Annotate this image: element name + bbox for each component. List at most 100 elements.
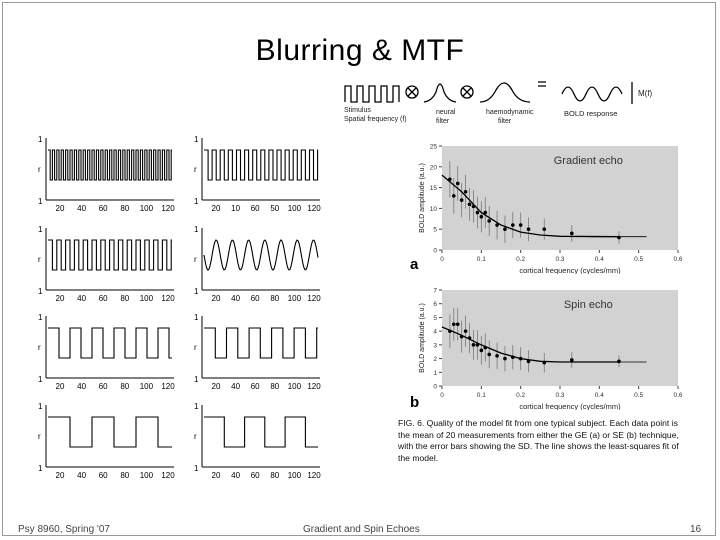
data-point-group [487, 340, 491, 369]
model-fit-line [441, 326, 619, 363]
panel-x-tick-label: 20 [56, 471, 65, 480]
y-tick-label: 20 [430, 164, 438, 171]
y-tick-label: 10 [430, 206, 438, 213]
data-point [570, 358, 574, 362]
stimulus-waveform [48, 149, 172, 181]
neural-filter-icon [423, 83, 457, 103]
haemodynamic-label: haemodynamic [486, 109, 534, 116]
data-point [483, 210, 488, 215]
panel-y-bottom-label: 1 [38, 464, 43, 473]
y-axis-label: BOLD amplitude (a.u.) [419, 163, 426, 233]
panel-x-tick-label: 100 [140, 382, 154, 391]
panel-x-tick-label: 40 [231, 471, 240, 480]
figure-caption: FIG. 6. Quality of the model fit from on… [398, 418, 679, 463]
panel-x-tick-label: 60 [99, 294, 108, 303]
x-tick-label: 0.6 [673, 256, 682, 263]
y-tick-label: 0 [433, 384, 437, 391]
data-point-group [483, 197, 488, 228]
data-point-group [526, 217, 531, 242]
x-tick-label: 0.2 [516, 256, 525, 263]
data-point-group [455, 165, 460, 201]
panel-y-top-label: 1 [38, 313, 43, 322]
bold-response-label: BOLD response [564, 109, 617, 118]
panel-x-tick-label: 80 [120, 382, 129, 391]
panel-x-tick-label: 20 [56, 382, 65, 391]
data-point-group [463, 174, 468, 209]
data-point-group [455, 308, 460, 341]
x-axis-label: cortical frequency (cycles/mm) [519, 266, 621, 274]
panel-x-tick-label: 120 [307, 294, 321, 303]
times-symbol-1 [405, 85, 419, 99]
panel-x-tick-label: 20 [212, 471, 221, 480]
data-point-group [487, 205, 491, 236]
data-point-group [475, 196, 480, 229]
data-point-group [511, 211, 515, 239]
data-point [463, 189, 468, 194]
data-point [503, 227, 507, 231]
x-tick-label: 0 [440, 256, 444, 263]
panel-x-tick-label: 120 [161, 294, 175, 303]
data-point [459, 198, 464, 202]
panel-x-tick-label: 100 [140, 294, 154, 303]
panel-x-tick-label: 100 [288, 204, 302, 213]
panel-x-tick-label: 40 [77, 294, 86, 303]
panel-y-bottom-label: 1 [194, 197, 199, 206]
x-tick-label: 0.6 [673, 392, 682, 399]
stimulus-waveform [48, 327, 172, 359]
data-point-group [495, 342, 499, 370]
model-fit-line [441, 174, 620, 238]
data-point [495, 223, 499, 227]
haemodynamic-filter-icon [479, 82, 531, 103]
data-point-group [495, 210, 499, 240]
data-point [518, 223, 523, 227]
data-point [475, 210, 480, 215]
data-point [570, 231, 574, 236]
panel-x-tick-label: 80 [270, 471, 279, 480]
y-tick-label: 5 [433, 227, 437, 234]
panel-x-tick-label: 120 [307, 204, 321, 213]
panel-y-mid-label: r [38, 255, 41, 264]
y-axis-label: BOLD amplitude (a.u.) [419, 303, 426, 373]
panel-y-bottom-label: 1 [38, 375, 43, 384]
x-tick-label: 0.2 [516, 392, 525, 399]
data-point [542, 227, 547, 231]
slide-title: Blurring & MTF [255, 34, 465, 67]
x-tick-label: 0.1 [477, 392, 486, 399]
data-point [487, 352, 491, 357]
data-point [487, 219, 491, 223]
bold-response-wave-icon [561, 86, 623, 102]
stimulus-waveform [204, 327, 318, 359]
page-number: 16 [690, 524, 702, 535]
x-tick-label: 0 [440, 392, 444, 399]
y-tick-label: 6 [433, 301, 437, 308]
panel-x-tick-label: 40 [231, 294, 240, 303]
panel-x-tick-label: 100 [288, 471, 302, 480]
model-diagram: Stimulus Spatial frequency (f) neural fi… [344, 81, 653, 125]
chart-title: Gradient echo [554, 155, 623, 167]
data-point-group [503, 345, 507, 372]
panel-x-tick-label: 60 [99, 471, 108, 480]
data-point [503, 356, 507, 361]
x-tick-label: 0.5 [634, 256, 643, 263]
y-tick-label: 3 [433, 342, 437, 349]
panel-y-mid-label: r [194, 432, 197, 441]
panel-x-tick-label: 20 [56, 204, 65, 213]
data-point-group [463, 315, 468, 347]
panel-y-top-label: 1 [194, 313, 199, 322]
data-point [479, 348, 484, 353]
panel-x-tick-label: 60 [251, 204, 260, 213]
stimulus-waveform [48, 239, 172, 271]
stimulus-waveform [204, 416, 318, 448]
panel-x-tick-label: 80 [270, 382, 279, 391]
x-tick-label: 0.4 [595, 392, 604, 399]
haemodynamic-sub-label: filter [498, 118, 512, 125]
data-point-group [542, 218, 547, 240]
y-tick-label: 2 [433, 356, 437, 363]
